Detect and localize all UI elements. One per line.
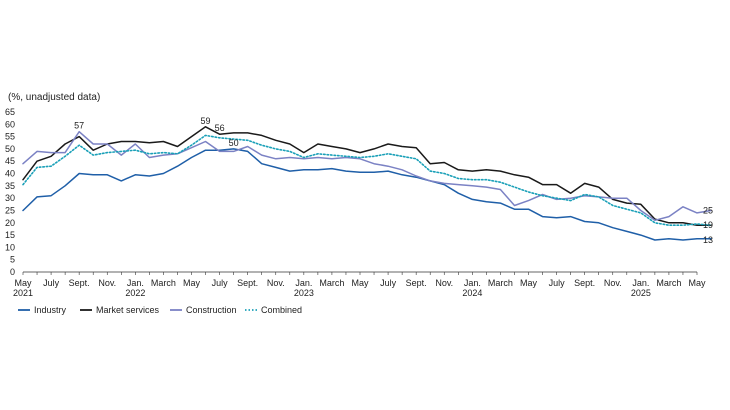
x-tick-label: May [183,278,201,288]
legend-label: Industry [34,305,67,315]
x-tick-label: July [549,278,566,288]
x-tick-label: 2024 [462,288,482,298]
series-line-market-services [22,126,712,226]
x-tick-label: Jan. [127,278,144,288]
legend-label: Market services [96,305,160,315]
x-tick-label: 2023 [294,288,314,298]
y-tick-label: 25 [5,205,15,215]
x-tick-label: May [688,278,706,288]
y-tick-label: 15 [5,230,15,240]
y-tick-label: 45 [5,156,15,166]
x-tick-label: 2021 [13,288,33,298]
y-tick-label: 30 [5,193,15,203]
x-tick-label: Nov. [435,278,453,288]
y-tick-label: 50 [5,144,15,154]
y-tick-label: 40 [5,169,15,179]
x-tick-label: March [319,278,344,288]
x-tick-label: Jan. [464,278,481,288]
peak-annotation: 56 [215,123,225,133]
y-tick-label: 60 [5,119,15,129]
y-tick-label: 0 [10,267,15,277]
end-value-label: 25 [703,205,713,215]
x-tick-label: Nov. [604,278,622,288]
x-tick-label: May [351,278,369,288]
x-tick-label: July [43,278,60,288]
series-line-construction [22,130,712,222]
legend-label: Combined [261,305,302,315]
x-tick-label: Jan. [632,278,649,288]
x-tick-label: May [14,278,32,288]
x-tick-label: 2022 [125,288,145,298]
end-value-label: 19 [703,220,713,230]
y-tick-label: 65 [5,107,15,117]
x-tick-label: Sept. [406,278,427,288]
x-tick-label: July [212,278,229,288]
peak-annotation: 59 [201,116,211,126]
y-tick-label: 5 [10,255,15,265]
x-tick-label: Sept. [237,278,258,288]
peak-annotation: 57 [74,121,84,131]
x-tick-label: March [151,278,176,288]
x-tick-label: Jan. [295,278,312,288]
x-tick-label: Sept. [574,278,595,288]
x-tick-label: Nov. [267,278,285,288]
y-tick-label: 35 [5,181,15,191]
x-tick-label: 2025 [631,288,651,298]
series-line-industry [22,148,712,241]
x-tick-label: May [520,278,538,288]
end-value-label: 13 [703,235,713,245]
y-tick-label: 55 [5,132,15,142]
y-tick-label: 20 [5,218,15,228]
peak-annotation: 50 [229,138,239,148]
y-tick-label: 10 [5,242,15,252]
x-tick-label: March [656,278,681,288]
y-unit-label: (%, unadjusted data) [8,92,101,103]
legend-label: Construction [186,305,237,315]
x-tick-label: Nov. [98,278,116,288]
x-tick-label: July [380,278,397,288]
series-line-combined [22,134,712,226]
x-tick-label: Sept. [69,278,90,288]
x-tick-label: March [488,278,513,288]
